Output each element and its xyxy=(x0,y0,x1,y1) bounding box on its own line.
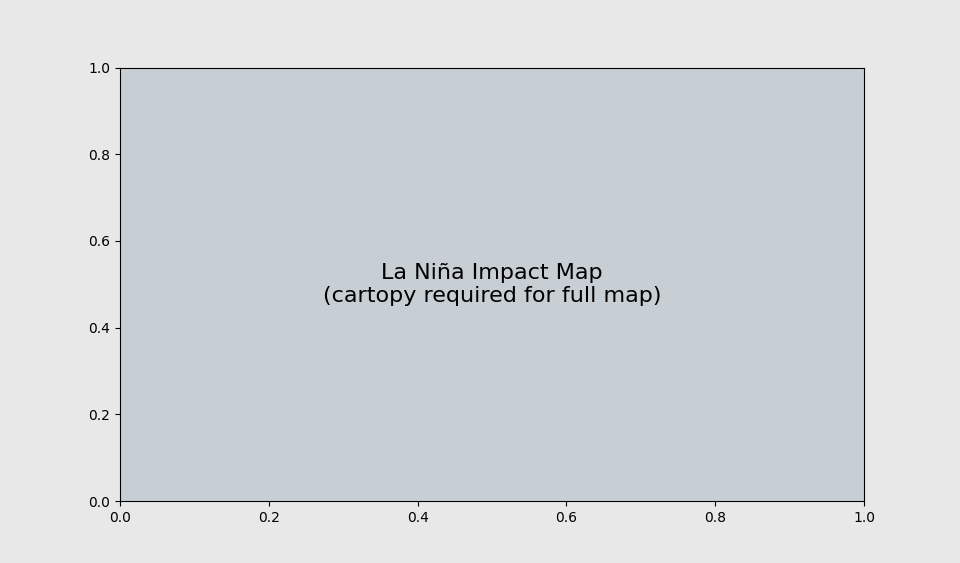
Text: La Niña Impact Map
(cartopy required for full map): La Niña Impact Map (cartopy required for… xyxy=(323,263,661,306)
